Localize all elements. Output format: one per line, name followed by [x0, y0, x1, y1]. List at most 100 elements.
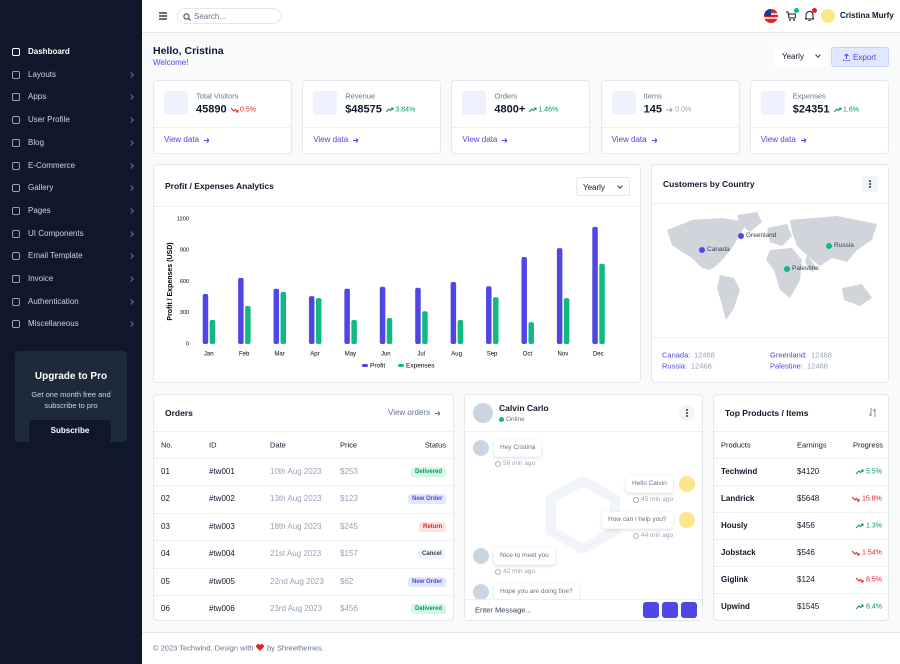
- menu-icon: [12, 161, 20, 170]
- menu-icon: [12, 93, 20, 102]
- menu-item[interactable]: Layouts: [28, 69, 57, 79]
- legend-swatch: [398, 364, 404, 367]
- menu-icon: [12, 275, 20, 283]
- menu-item[interactable]: Email Template: [28, 251, 83, 261]
- product-name: Giglink: [721, 575, 749, 584]
- subscribe-label[interactable]: Subscribe: [50, 426, 90, 435]
- trend-icon: [852, 496, 860, 502]
- country-marker: [738, 233, 744, 239]
- online-dot: [499, 417, 504, 422]
- order-date: 10th Aug 2023: [270, 467, 322, 476]
- menu-item[interactable]: User Profile: [28, 115, 70, 125]
- x-tick-label: Aug: [451, 352, 462, 358]
- message-input[interactable]: Enter Message...: [475, 605, 532, 615]
- order-no: 03: [161, 521, 170, 531]
- footer-text: by Shreethemes.: [267, 643, 324, 653]
- welcome: Welcome!: [153, 58, 189, 67]
- stat-label: Expenses: [792, 91, 826, 101]
- stat-icon: [164, 91, 188, 115]
- chat-action-button[interactable]: [662, 602, 678, 618]
- menu-item[interactable]: Gallery: [28, 183, 54, 193]
- search-placeholder[interactable]: Search...: [194, 12, 227, 21]
- country-value: 12468: [811, 350, 832, 360]
- menu-item[interactable]: E-Commerce: [28, 160, 76, 170]
- menu-item[interactable]: Invoice: [28, 274, 54, 283]
- bar: [386, 317, 393, 344]
- order-status: Delivered: [411, 604, 447, 614]
- bar: [493, 297, 499, 344]
- stat-link[interactable]: View data: [611, 135, 647, 144]
- product-earnings: $4120: [797, 467, 820, 476]
- chat-action-button[interactable]: [643, 602, 659, 618]
- sort-icon: [869, 408, 876, 417]
- menu-item[interactable]: UI Components: [28, 228, 84, 238]
- stat-link[interactable]: View data: [164, 135, 199, 144]
- stat-sep: [452, 127, 592, 128]
- menu-icon: [12, 229, 20, 238]
- x-tick-label: Jan: [204, 352, 214, 358]
- link-arrow: [800, 138, 806, 143]
- search-box[interactable]: Search...: [177, 8, 281, 24]
- orders-sep: [154, 431, 455, 432]
- user-name[interactable]: Cristina Murfy: [840, 11, 894, 20]
- export-label[interactable]: Export: [853, 53, 877, 62]
- chart-period-select[interactable]: Yearly: [576, 177, 630, 196]
- order-status: New Order: [408, 576, 447, 587]
- bar: [315, 298, 322, 344]
- message-avatar: [473, 548, 489, 564]
- chevron: [128, 253, 134, 260]
- bar: [245, 305, 251, 344]
- menu-item[interactable]: Pages: [28, 205, 51, 215]
- chat-action-button[interactable]: [681, 602, 697, 618]
- bar: [308, 296, 315, 344]
- menu-item[interactable]: Blog: [28, 137, 45, 147]
- stat-link[interactable]: View data: [760, 135, 796, 144]
- menu-item[interactable]: Miscellaneous: [28, 319, 79, 329]
- stat-link[interactable]: View data: [313, 135, 349, 144]
- chart-period-label[interactable]: Yearly: [583, 182, 605, 192]
- country-marker: [784, 266, 790, 272]
- export-button[interactable]: Export: [831, 47, 889, 67]
- row-sep: [154, 567, 455, 569]
- stat-label: Orders: [494, 91, 518, 101]
- orders-link[interactable]: View orders: [388, 408, 431, 417]
- world-map: [667, 212, 877, 320]
- countries-card: Customers by Country Canada Greenland Russi…: [651, 164, 890, 383]
- menu-icon: [12, 206, 20, 215]
- order-id: #tw001: [209, 467, 235, 476]
- stat-card: Expenses $24351 1.6% View data: [749, 80, 890, 154]
- product-name: Jobstack: [721, 548, 756, 557]
- trend-icon: [856, 523, 864, 529]
- message-text: Nice to meet you: [494, 547, 555, 565]
- more-button[interactable]: [862, 176, 878, 192]
- period-label[interactable]: Yearly: [782, 52, 804, 61]
- bar: [450, 282, 457, 344]
- order-id: #tw005: [209, 576, 235, 586]
- chevron: [128, 94, 134, 101]
- x-tick-label: Sep: [487, 352, 498, 358]
- country-marker-label: Greenland: [746, 231, 777, 239]
- menu-item[interactable]: Apps: [28, 92, 47, 102]
- message-avatar: [473, 440, 489, 456]
- upgrade-text: Get one month free and subscribe to pro: [31, 390, 111, 410]
- subscribe-button[interactable]: Subscribe: [29, 420, 111, 442]
- order-no: 05: [161, 576, 170, 586]
- row-sep: [714, 512, 890, 513]
- x-tick-label: Dec: [593, 352, 604, 358]
- more-button[interactable]: [679, 405, 695, 421]
- stat-value: 145: [643, 103, 662, 116]
- order-no: 02: [161, 494, 170, 504]
- order-no: 01: [161, 467, 170, 476]
- menu-item[interactable]: Authentication: [28, 296, 79, 306]
- stat-link[interactable]: View data: [462, 135, 498, 144]
- stat-label: Total Visitors: [196, 91, 239, 101]
- stat-icon: [462, 91, 487, 115]
- chat-watermark: [546, 477, 620, 553]
- period-select[interactable]: Yearly: [773, 47, 827, 67]
- link-arrow: [435, 411, 440, 416]
- message-time: 44 min ago: [641, 531, 674, 539]
- menu-item[interactable]: Dashboard: [28, 47, 70, 56]
- clock-icon: [495, 461, 501, 467]
- order-status: New Order: [408, 494, 447, 505]
- product-name: Upwind: [721, 602, 750, 611]
